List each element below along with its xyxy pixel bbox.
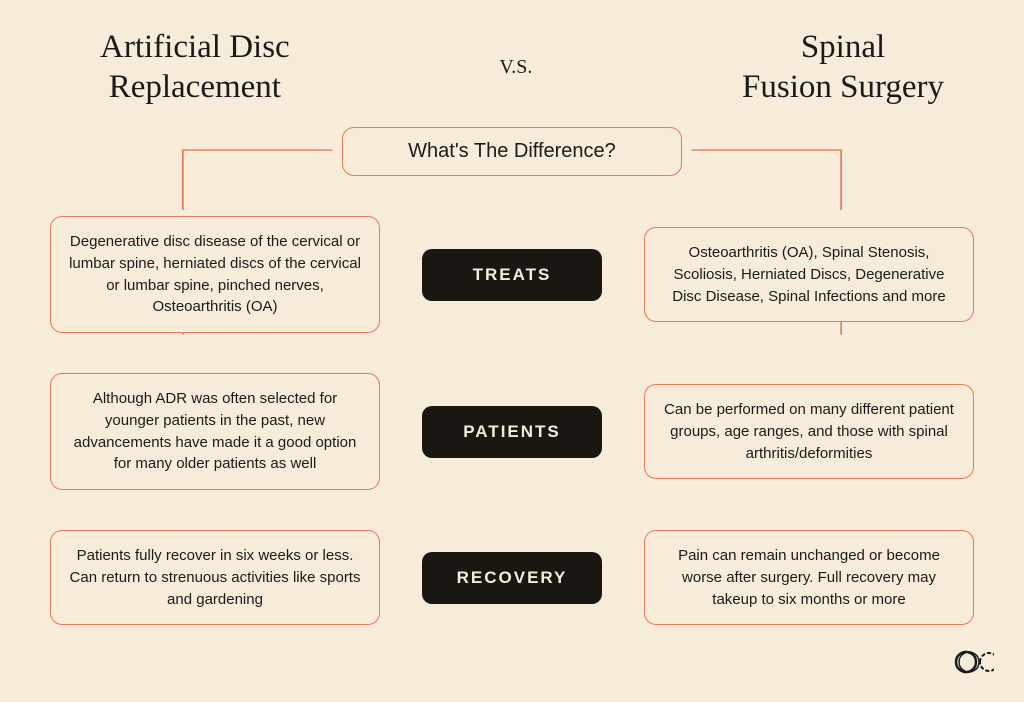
treats-right: Osteoarthritis (OA), Spinal Stenosis, Sc… bbox=[644, 227, 974, 322]
treats-left: Degenerative disc disease of the cervica… bbox=[50, 216, 380, 333]
recovery-left: Patients fully recover in six weeks or l… bbox=[50, 530, 380, 625]
patients-pill: PATIENTS bbox=[422, 406, 602, 458]
title-right: Spinal Fusion Surgery bbox=[742, 28, 944, 107]
main-content: What's The Difference? Degenerative disc… bbox=[0, 127, 1024, 625]
title-right-line2: Fusion Surgery bbox=[742, 69, 944, 105]
vs-label: V.S. bbox=[499, 56, 532, 79]
title-left-line1: Artificial Disc bbox=[100, 29, 290, 65]
row-treats: Degenerative disc disease of the cervica… bbox=[50, 216, 974, 333]
row-recovery: Patients fully recover in six weeks or l… bbox=[50, 530, 974, 625]
title-left-line2: Replacement bbox=[109, 69, 281, 105]
difference-box: What's The Difference? bbox=[342, 127, 682, 176]
treats-pill: TREATS bbox=[422, 249, 602, 301]
row-patients: Although ADR was often selected for youn… bbox=[50, 373, 974, 490]
patients-left: Although ADR was often selected for youn… bbox=[50, 373, 380, 490]
recovery-right: Pain can remain unchanged or become wors… bbox=[644, 530, 974, 625]
title-left: Artificial Disc Replacement bbox=[100, 28, 290, 107]
logo-icon bbox=[944, 642, 994, 682]
patients-right: Can be performed on many different patie… bbox=[644, 384, 974, 479]
title-right-line1: Spinal bbox=[801, 29, 885, 65]
recovery-pill: RECOVERY bbox=[422, 552, 602, 604]
header: Artificial Disc Replacement V.S. Spinal … bbox=[0, 0, 1024, 127]
